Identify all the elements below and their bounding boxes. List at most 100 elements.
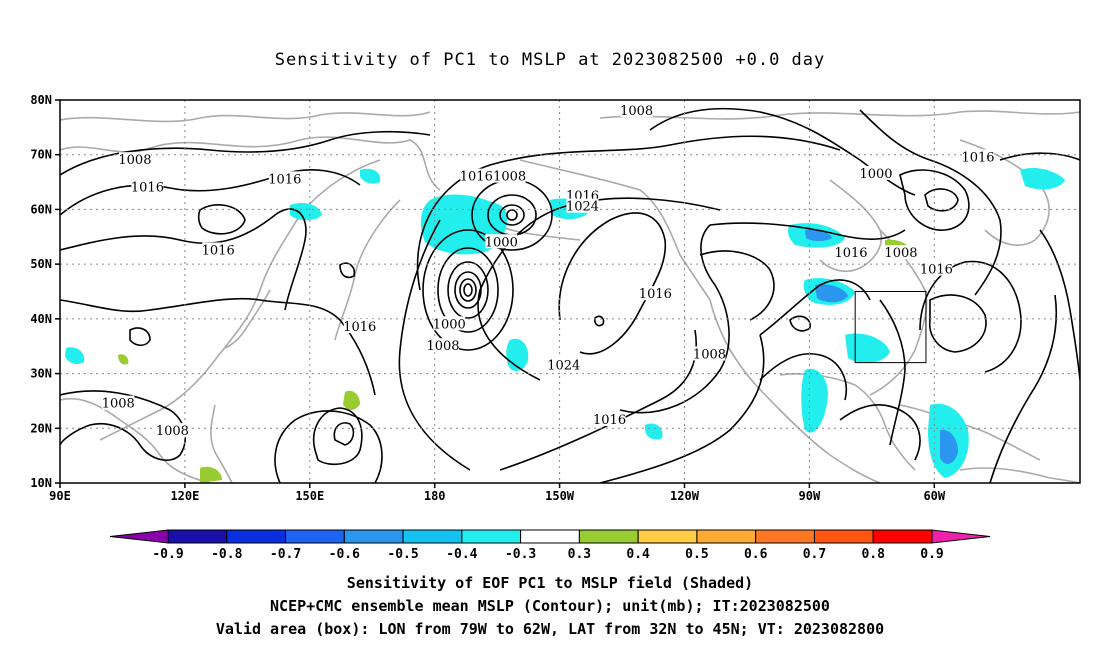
contour — [919, 260, 1022, 373]
contour-label-bg — [639, 286, 672, 301]
colorbar-label: 0.4 — [626, 547, 650, 562]
colorbar-label: 0.9 — [920, 547, 943, 562]
caption-line-1: Sensitivity of EOF PC1 to MSLP field (Sh… — [346, 574, 754, 592]
strong-blob-great-lakes — [815, 284, 848, 303]
contour-label: 1016 — [131, 181, 164, 196]
contour-label-bg — [485, 234, 518, 249]
contour-label-bg — [884, 245, 917, 260]
contour — [879, 299, 906, 446]
contour — [477, 197, 721, 381]
lon-tick-label: 120E — [170, 489, 199, 503]
contour — [60, 390, 186, 461]
contour-label: 1016 — [834, 246, 867, 261]
contour-label-bg — [920, 261, 953, 276]
contour-label: 1016 — [343, 320, 376, 335]
axis-labels: 90E 120E 150E 180 150W 120W 90W 60W 80N 70N 60N 50N… — [30, 93, 946, 503]
contour — [129, 327, 151, 347]
contour — [459, 278, 477, 302]
colorbar-box — [637, 529, 698, 544]
colorbar-label: -0.8 — [211, 547, 242, 562]
coast-hudson — [819, 179, 882, 272]
contour — [1039, 229, 1080, 381]
colorbar-label: 0.8 — [861, 547, 885, 562]
contour-label: 1024 — [566, 200, 599, 215]
contour — [929, 294, 987, 353]
contour-label-bg — [202, 242, 235, 257]
contour — [499, 329, 697, 471]
lon-tick-label: 150E — [295, 489, 324, 503]
contour-label: 1016 — [961, 150, 994, 165]
colorbar-box — [285, 529, 345, 544]
coast-caribbean — [899, 404, 1041, 461]
contour — [859, 109, 1002, 296]
contour-label: 1008 — [693, 347, 726, 362]
contour — [416, 135, 841, 291]
contour-label: 1016 — [920, 263, 953, 278]
contour-label: 1008 — [102, 397, 135, 412]
contour-label-bg — [118, 152, 151, 167]
colorbar-label: -0.4 — [446, 547, 477, 562]
lon-tick-label: 180 — [424, 489, 446, 503]
lon-tick-label: 120W — [670, 489, 700, 503]
neg-blob-gulf — [801, 368, 828, 433]
plot-title: Sensitivity of PC1 to MSLP at 2023082500… — [274, 50, 826, 70]
lon-tick-label: 150W — [545, 489, 575, 503]
contour — [398, 219, 471, 471]
contour-label: 1008 — [884, 246, 917, 261]
contour — [60, 297, 376, 396]
contour — [60, 130, 431, 176]
lat-tick-label: 40N — [30, 312, 52, 326]
contour — [759, 279, 871, 336]
lon-tick-label: 90W — [799, 489, 821, 503]
colorbar-label: 0.6 — [744, 547, 768, 562]
contour-label-bg — [835, 245, 868, 260]
contour-label: 1000 — [859, 167, 892, 182]
lat-tick-label: 50N — [30, 257, 52, 271]
contour-label: 1008 — [426, 339, 459, 354]
contour-label-bg — [593, 412, 626, 427]
contour — [599, 334, 765, 483]
contour — [60, 169, 361, 216]
contour-label: 1016 — [268, 172, 301, 187]
contour — [649, 107, 916, 196]
contour-label: 1016 — [460, 170, 493, 185]
contour-label: 1008 — [620, 104, 653, 119]
colorbar-box — [813, 529, 874, 544]
contour-label-bg — [693, 346, 726, 361]
lat-tick-label: 30N — [30, 367, 52, 381]
contour — [313, 407, 363, 466]
colorbar-box — [872, 529, 933, 544]
colorbar-box — [226, 529, 287, 544]
contour — [339, 262, 356, 279]
lat-tick-label: 20N — [30, 421, 52, 435]
contour-label: 1016 — [639, 287, 672, 302]
contour — [422, 229, 514, 351]
contour — [989, 294, 1058, 483]
colorbar-label: 0.7 — [803, 547, 826, 562]
colorbar-label: 0.5 — [685, 547, 708, 562]
contour-label: 1016 — [202, 243, 235, 258]
contour — [437, 247, 499, 333]
colorbar-right-arrow — [931, 529, 991, 544]
gridlines — [59, 99, 1080, 484]
contour-label-bg — [268, 171, 301, 186]
pos-blob-asia — [200, 466, 222, 483]
colorbar-label: -0.5 — [387, 547, 418, 562]
contour-label-bg — [102, 395, 135, 410]
colorbar-label: 0.3 — [568, 547, 591, 562]
contour — [619, 224, 730, 414]
contour — [594, 315, 605, 327]
contour — [454, 271, 482, 309]
valid-area-box — [854, 291, 927, 364]
contour — [506, 209, 518, 221]
pos-blob-japan — [343, 390, 360, 410]
lat-tick-label: 10N — [30, 476, 52, 490]
plot-frame — [59, 99, 1081, 484]
lat-tick-label: 80N — [30, 93, 52, 107]
mslp-contours — [60, 107, 1080, 483]
neg-blob-sea — [645, 423, 663, 440]
contour-label: 1000 — [485, 235, 518, 250]
coast-canada-arctic — [599, 110, 1080, 120]
contour — [333, 422, 355, 446]
